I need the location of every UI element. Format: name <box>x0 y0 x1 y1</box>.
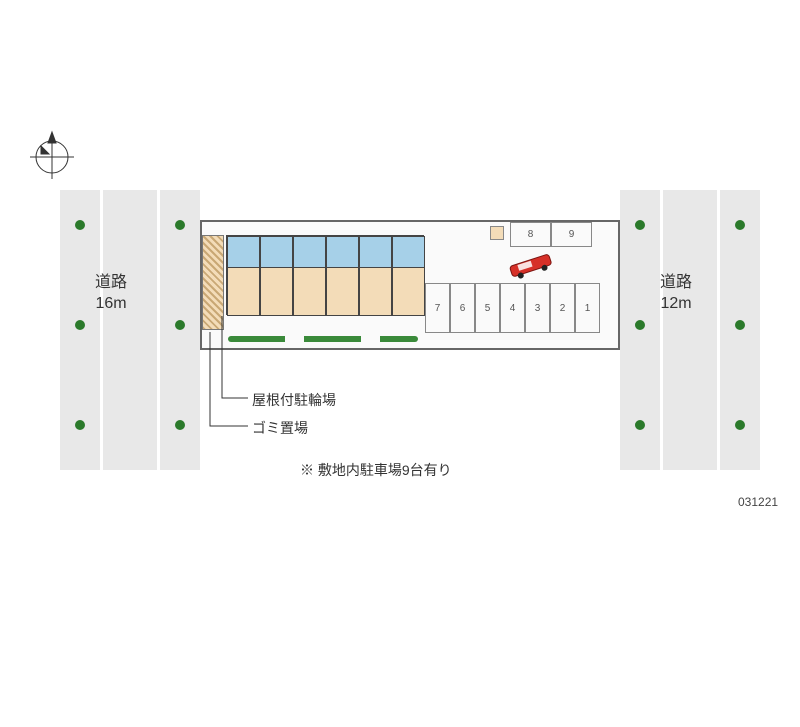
shrub-icon <box>635 420 645 430</box>
slot-label: 9 <box>569 229 575 240</box>
road-left <box>60 190 200 470</box>
shrub-icon <box>75 220 85 230</box>
unit <box>392 236 425 316</box>
shrub-icon <box>175 220 185 230</box>
entrance-area <box>202 235 224 330</box>
slot-label: 1 <box>585 303 591 314</box>
unit <box>359 236 392 316</box>
road-left-label: 道路 16m <box>95 273 127 315</box>
slot-label: 3 <box>535 303 541 314</box>
unit <box>326 236 359 316</box>
callout-garbage: ゴミ置場 <box>252 418 308 438</box>
shrub-icon <box>735 220 745 230</box>
shrub-icon <box>635 220 645 230</box>
shrub-icon <box>75 320 85 330</box>
slot-label: 4 <box>510 303 516 314</box>
shrub-icon <box>735 320 745 330</box>
shrub-icon <box>75 420 85 430</box>
parking-slot: 9 <box>551 222 592 247</box>
site-plan-canvas: 道路 16m 道路 12m <box>0 0 800 727</box>
shrub-icon <box>735 420 745 430</box>
parking-slot: 4 <box>500 283 525 333</box>
callout-bike-parking: 屋根付駐輪場 <box>252 390 336 410</box>
shrub-icon <box>175 420 185 430</box>
road-right <box>620 190 760 470</box>
unit <box>293 236 326 316</box>
compass <box>25 130 80 190</box>
utility-box <box>490 226 504 240</box>
slot-label: 8 <box>528 229 534 240</box>
road-left-name: 道路 <box>95 274 127 291</box>
slot-label: 7 <box>435 303 441 314</box>
shrub-icon <box>175 320 185 330</box>
slot-label: 6 <box>460 303 466 314</box>
unit <box>227 236 260 316</box>
shrub-icon <box>635 320 645 330</box>
parking-slot: 8 <box>510 222 551 247</box>
unit <box>260 236 293 316</box>
parking-slot: 6 <box>450 283 475 333</box>
road-right-width: 12m <box>660 295 691 312</box>
road-right-name: 道路 <box>660 274 692 291</box>
parking-slot: 7 <box>425 283 450 333</box>
slot-label: 5 <box>485 303 491 314</box>
parking-slot: 1 <box>575 283 600 333</box>
page-number: 031221 <box>738 495 778 509</box>
greenery-strip <box>228 336 418 342</box>
slot-label: 2 <box>560 303 566 314</box>
building <box>226 235 424 315</box>
parking-slot: 5 <box>475 283 500 333</box>
road-left-width: 16m <box>95 295 126 312</box>
parking-slot: 3 <box>525 283 550 333</box>
parking-note: ※ 敷地内駐車場9台有り <box>300 460 452 480</box>
road-right-label: 道路 12m <box>660 273 692 315</box>
parking-slot: 2 <box>550 283 575 333</box>
